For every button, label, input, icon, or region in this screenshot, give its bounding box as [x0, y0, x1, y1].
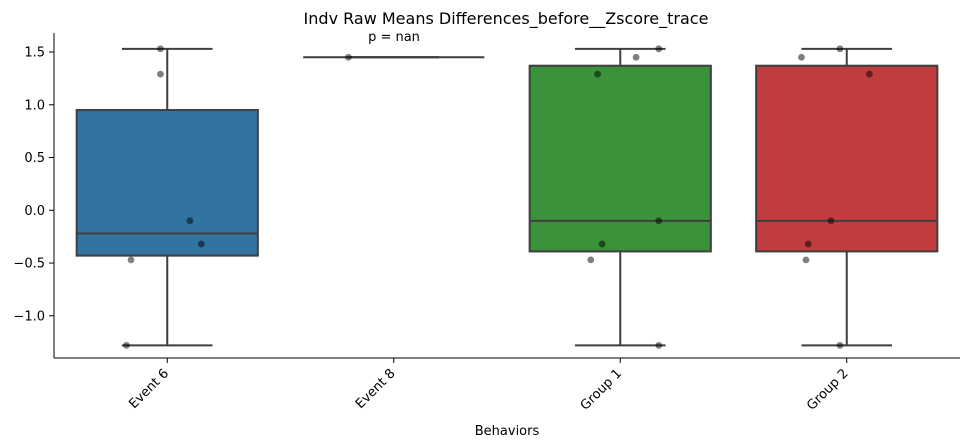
- p-value-annotation: p = nan: [368, 30, 420, 45]
- y-tick-label: 0.0: [24, 204, 45, 219]
- box-group: [75, 47, 259, 347]
- data-point: [157, 45, 164, 53]
- data-point: [836, 45, 844, 53]
- data-point: [345, 53, 352, 61]
- data-point: [598, 240, 606, 248]
- x-tick-label: Group 1: [578, 366, 625, 413]
- y-tick-label: 0.5: [24, 151, 45, 166]
- x-tick-label: Group 2: [804, 366, 851, 413]
- points-layer: [123, 45, 873, 349]
- x-tick-label: Event 6: [126, 366, 172, 412]
- y-tick-label: −0.5: [13, 257, 45, 272]
- chart-title: Indv Raw Means Differences_before__Zscor…: [304, 9, 709, 29]
- boxes-layer: [75, 47, 939, 347]
- data-point: [587, 256, 595, 264]
- data-point: [632, 53, 640, 61]
- x-tick-label: Event 8: [353, 366, 399, 412]
- y-tick-label: 1.5: [24, 45, 45, 60]
- iqr-box: [75, 109, 259, 257]
- y-axis-ticks: −1.0 −0.5 0.0 0.5 1.0 1.5: [13, 45, 54, 324]
- data-point: [127, 256, 135, 264]
- data-point: [827, 217, 835, 225]
- y-tick-label: 1.0: [24, 98, 45, 113]
- data-point: [157, 70, 164, 78]
- iqr-box: [528, 64, 712, 253]
- data-point: [186, 217, 194, 225]
- iqr-box: [755, 64, 939, 253]
- x-axis-label: Behaviors: [475, 424, 540, 439]
- y-tick-label: −1.0: [13, 309, 45, 324]
- data-point: [836, 341, 844, 349]
- data-point: [798, 53, 805, 61]
- data-point: [594, 70, 601, 78]
- x-axis-ticks: Event 6 Event 8 Group 1 Group 2: [126, 358, 852, 414]
- data-point: [804, 240, 812, 248]
- data-point: [655, 341, 663, 349]
- box-group: [528, 47, 712, 347]
- data-point: [802, 256, 810, 264]
- data-point: [655, 217, 663, 225]
- data-point: [866, 70, 873, 78]
- data-point: [197, 240, 205, 248]
- box-group: [755, 47, 939, 347]
- data-point: [123, 341, 130, 349]
- data-point: [655, 45, 663, 53]
